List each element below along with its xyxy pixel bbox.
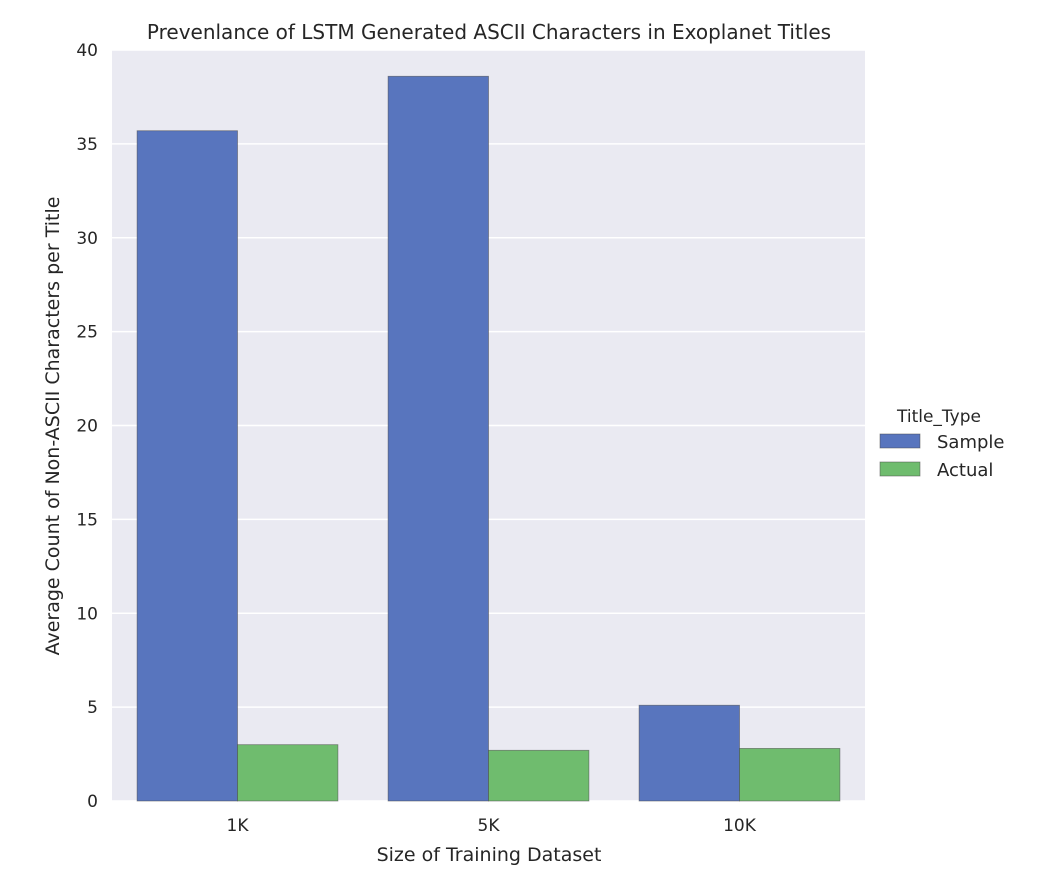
y-tick-label: 25 [76, 323, 98, 343]
x-axis-label: Size of Training Dataset [377, 844, 602, 866]
legend-swatch-sample [879, 433, 921, 449]
y-tick-label: 20 [76, 417, 98, 437]
x-tick-label: 1K [227, 816, 250, 836]
chart-title: Prevenlance of LSTM Generated ASCII Char… [147, 20, 831, 44]
bar-sample-5k [387, 75, 489, 802]
legend-title: Title_Type [896, 407, 981, 427]
bars [136, 75, 841, 802]
y-tick-label: 10 [76, 604, 98, 624]
y-tick-label: 15 [76, 510, 98, 530]
x-tick-label: 10K [723, 816, 757, 836]
legend: Title_Type Sample Actual [879, 407, 1005, 481]
x-tick-label: 5K [478, 816, 501, 836]
legend-label-actual: Actual [937, 460, 993, 481]
y-axis-ticks: 0 5 10 15 20 25 30 35 40 [76, 41, 98, 812]
y-tick-label: 5 [87, 698, 98, 718]
y-tick-label: 40 [76, 41, 98, 61]
y-axis-label: Average Count of Non-ASCII Characters pe… [42, 197, 64, 656]
y-tick-label: 30 [76, 229, 98, 249]
x-axis-ticks: 1K 5K 10K [227, 816, 757, 836]
bar-sample-1k [136, 130, 238, 802]
y-tick-label: 35 [76, 135, 98, 155]
legend-swatch-actual [879, 461, 921, 477]
bar-actual-1k [237, 744, 339, 802]
bar-actual-5k [488, 749, 590, 802]
bar-actual-10k [739, 748, 841, 802]
bar-sample-10k [638, 704, 740, 802]
legend-label-sample: Sample [937, 432, 1005, 453]
y-tick-label: 0 [87, 792, 98, 812]
